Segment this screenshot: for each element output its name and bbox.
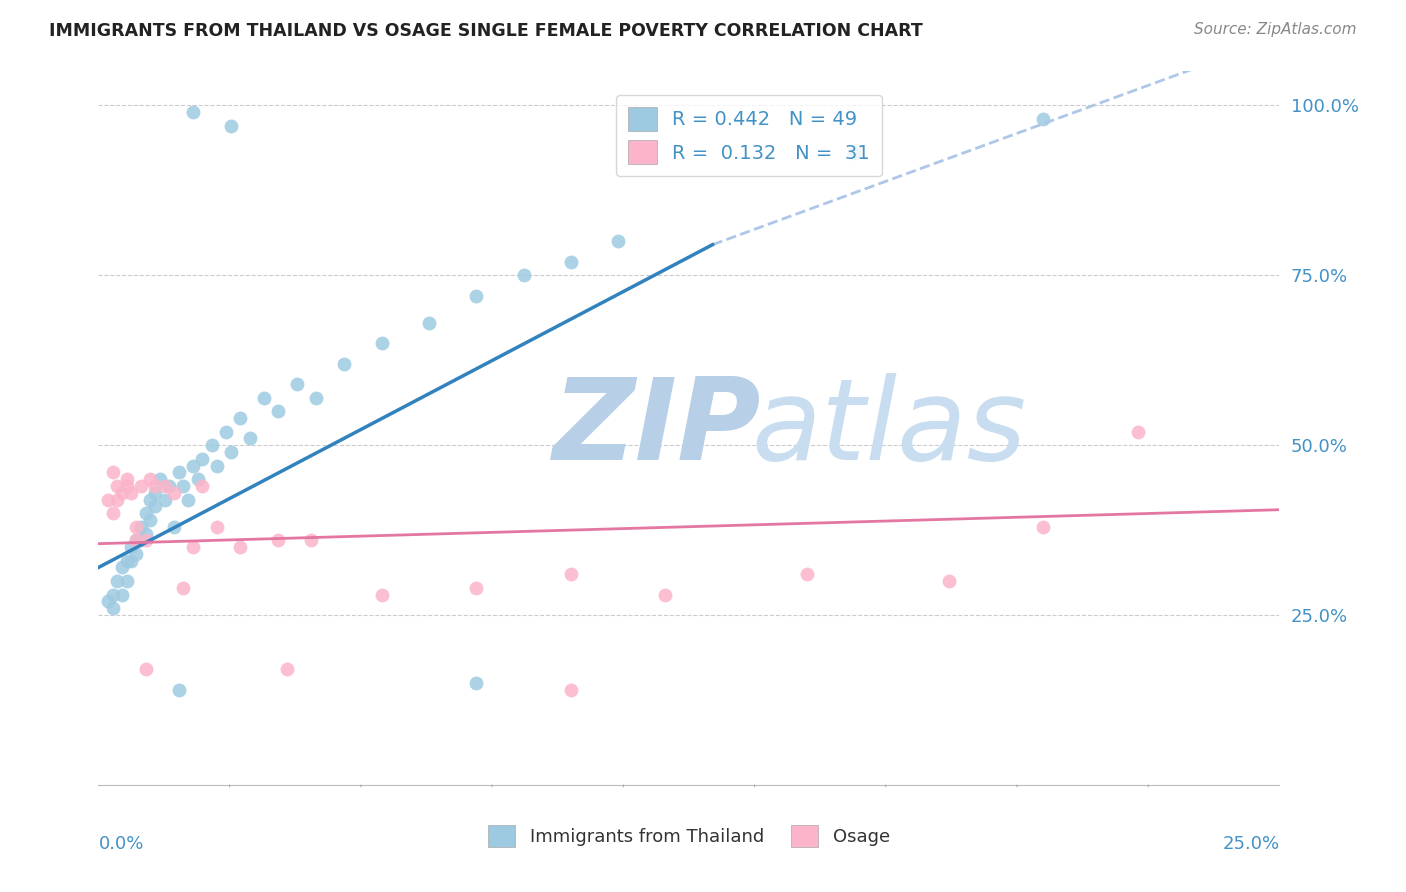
Legend: Immigrants from Thailand, Osage: Immigrants from Thailand, Osage bbox=[481, 818, 897, 855]
Point bbox=[153, 492, 176, 507]
Point bbox=[129, 533, 152, 548]
Point bbox=[135, 533, 157, 548]
Point bbox=[125, 533, 148, 548]
Point bbox=[153, 479, 176, 493]
Point bbox=[239, 431, 262, 445]
Point bbox=[205, 458, 228, 473]
Point bbox=[135, 662, 157, 676]
Point bbox=[172, 581, 194, 595]
Point bbox=[177, 492, 200, 507]
Point bbox=[125, 519, 148, 533]
Point bbox=[101, 466, 124, 480]
Point bbox=[465, 581, 488, 595]
Point bbox=[219, 119, 242, 133]
Point bbox=[149, 472, 172, 486]
Point bbox=[97, 492, 120, 507]
Point bbox=[121, 554, 143, 568]
Point bbox=[157, 479, 180, 493]
Point bbox=[115, 479, 138, 493]
Point bbox=[143, 500, 166, 514]
Point bbox=[121, 485, 143, 500]
Point bbox=[305, 391, 328, 405]
Point bbox=[167, 682, 190, 697]
Point bbox=[654, 588, 676, 602]
Point bbox=[105, 492, 128, 507]
Point bbox=[229, 540, 252, 554]
Point bbox=[125, 533, 148, 548]
Point bbox=[129, 479, 152, 493]
Point bbox=[105, 479, 128, 493]
Point bbox=[560, 682, 582, 697]
Point bbox=[607, 234, 630, 248]
Point bbox=[111, 485, 134, 500]
Point bbox=[181, 540, 204, 554]
Point bbox=[560, 567, 582, 582]
Point bbox=[418, 316, 440, 330]
Point bbox=[111, 560, 134, 574]
Point bbox=[560, 254, 582, 268]
Point bbox=[121, 540, 143, 554]
Point bbox=[111, 588, 134, 602]
Point bbox=[101, 588, 124, 602]
Point bbox=[371, 336, 394, 351]
Point bbox=[143, 479, 166, 493]
Point bbox=[285, 376, 308, 391]
Point bbox=[125, 547, 148, 561]
Point bbox=[191, 451, 214, 466]
Point bbox=[219, 445, 242, 459]
Point bbox=[465, 288, 488, 302]
Text: IMMIGRANTS FROM THAILAND VS OSAGE SINGLE FEMALE POVERTY CORRELATION CHART: IMMIGRANTS FROM THAILAND VS OSAGE SINGLE… bbox=[49, 22, 922, 40]
Point bbox=[844, 145, 866, 160]
Point bbox=[215, 425, 238, 439]
Point bbox=[465, 676, 488, 690]
Point bbox=[129, 519, 152, 533]
Point bbox=[135, 526, 157, 541]
Point bbox=[191, 479, 214, 493]
Point bbox=[796, 567, 818, 582]
Text: 25.0%: 25.0% bbox=[1222, 835, 1279, 853]
Point bbox=[333, 357, 356, 371]
Point bbox=[267, 404, 290, 418]
Point bbox=[267, 533, 290, 548]
Text: Source: ZipAtlas.com: Source: ZipAtlas.com bbox=[1194, 22, 1357, 37]
Point bbox=[97, 594, 120, 608]
Point bbox=[1126, 425, 1149, 439]
Point bbox=[135, 506, 157, 520]
Point bbox=[172, 479, 194, 493]
Point bbox=[229, 411, 252, 425]
Point bbox=[101, 601, 124, 615]
Point bbox=[1032, 519, 1054, 533]
Point bbox=[253, 391, 276, 405]
Point bbox=[187, 472, 209, 486]
Point bbox=[276, 662, 298, 676]
Point bbox=[205, 519, 228, 533]
Point bbox=[201, 438, 224, 452]
Text: ZIP: ZIP bbox=[553, 373, 762, 483]
Point bbox=[512, 268, 534, 283]
Point bbox=[115, 472, 138, 486]
Point bbox=[299, 533, 322, 548]
Point bbox=[371, 588, 394, 602]
Point bbox=[167, 466, 190, 480]
Point bbox=[139, 513, 162, 527]
Point bbox=[163, 485, 186, 500]
Point bbox=[139, 472, 162, 486]
Point bbox=[105, 574, 128, 588]
Point bbox=[143, 485, 166, 500]
Point bbox=[163, 519, 186, 533]
Point bbox=[115, 554, 138, 568]
Point bbox=[1032, 112, 1054, 126]
Point bbox=[181, 105, 204, 120]
Point bbox=[101, 506, 124, 520]
Text: atlas: atlas bbox=[752, 373, 1026, 483]
Point bbox=[938, 574, 960, 588]
Point bbox=[181, 458, 204, 473]
Text: 0.0%: 0.0% bbox=[98, 835, 143, 853]
Point bbox=[115, 574, 138, 588]
Point bbox=[139, 492, 162, 507]
